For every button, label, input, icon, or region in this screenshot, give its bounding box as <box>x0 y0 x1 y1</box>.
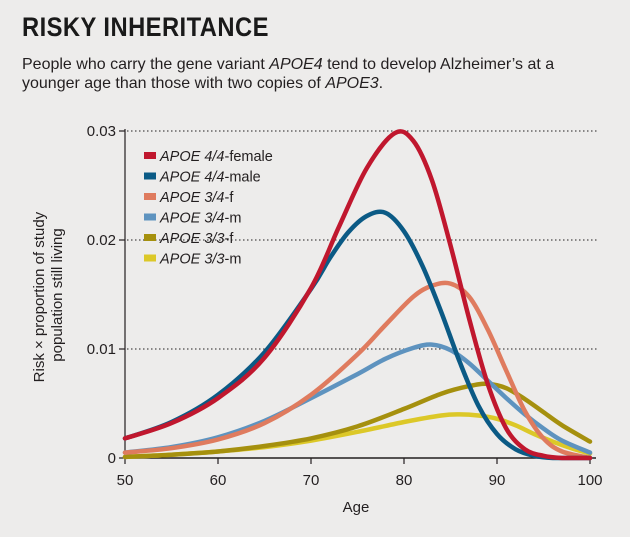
axes <box>124 129 596 459</box>
x-tick-label: 70 <box>303 472 320 489</box>
x-tick-label: 100 <box>577 472 602 489</box>
legend-label-suffix: -f <box>224 231 234 247</box>
y-axis-label-line-2: population still living <box>49 228 66 361</box>
legend-label-gene: APOE 3/3 <box>159 231 224 247</box>
x-tick-label: 90 <box>489 472 506 489</box>
legend-label-gene: APOE 4/4 <box>159 149 224 165</box>
subtitle-text-2: tend to develop Alzheimer’s at a younger… <box>22 56 555 92</box>
y-tick-label: 0.03 <box>87 123 116 140</box>
series-line <box>122 209 593 461</box>
legend-label: APOE 3/3-m <box>159 252 241 268</box>
x-tick-label: 60 <box>210 472 227 489</box>
y-tick-label: 0 <box>108 450 116 467</box>
legend-label-suffix: -m <box>224 252 241 268</box>
chart-title: RISKY INHERITANCE <box>22 12 269 42</box>
legend-label-gene: APOE 3/3 <box>159 252 224 268</box>
legend-label: APOE 3/4-m <box>159 211 241 227</box>
subtitle-gene-2: APOE3 <box>325 75 379 92</box>
legend-swatch <box>144 254 156 262</box>
x-tick-label: 50 <box>117 472 134 489</box>
tick-labels: 0 0.01 0.02 0.03 50 60 70 80 90 100 <box>87 123 603 489</box>
legend-label-gene: APOE 3/4 <box>159 211 224 227</box>
series-lines <box>122 129 593 461</box>
legend-label-suffix: -m <box>224 211 241 227</box>
legend-swatch <box>144 172 156 180</box>
legend-swatch <box>144 213 156 221</box>
series-line <box>122 129 593 461</box>
legend-label: APOE 4/4-female <box>159 149 273 165</box>
y-tick-label: 0.01 <box>87 341 116 358</box>
subtitle-text-1: People who carry the gene variant <box>22 56 270 73</box>
legend-label: APOE 3/3-f <box>159 231 234 247</box>
subtitle-text-3: . <box>378 75 384 92</box>
legend-label-suffix: -male <box>224 170 260 186</box>
legend-label: APOE 4/4-male <box>159 170 261 186</box>
x-tick-label: 80 <box>396 472 413 489</box>
legend-label-gene: APOE 3/4 <box>159 190 224 206</box>
subtitle-gene-1: APOE4 <box>269 56 323 73</box>
legend-label-suffix: -female <box>224 149 272 165</box>
legend-swatch <box>144 234 156 241</box>
legend-swatch <box>144 193 156 200</box>
series-line <box>122 381 593 460</box>
legend-label-suffix: -f <box>224 190 234 206</box>
y-axis-label: Risk × proportion of study population st… <box>31 208 66 383</box>
x-axis-label: Age <box>343 499 370 516</box>
legend-label: APOE 3/4-f <box>159 190 234 206</box>
legend-swatch <box>144 152 156 159</box>
y-axis-label-line-1: Risk × proportion of study <box>31 211 48 382</box>
y-tick-label: 0.02 <box>87 232 116 249</box>
chart-subtitle: People who carry the gene variant APOE4 … <box>22 55 612 93</box>
legend-label-gene: APOE 4/4 <box>159 170 224 186</box>
